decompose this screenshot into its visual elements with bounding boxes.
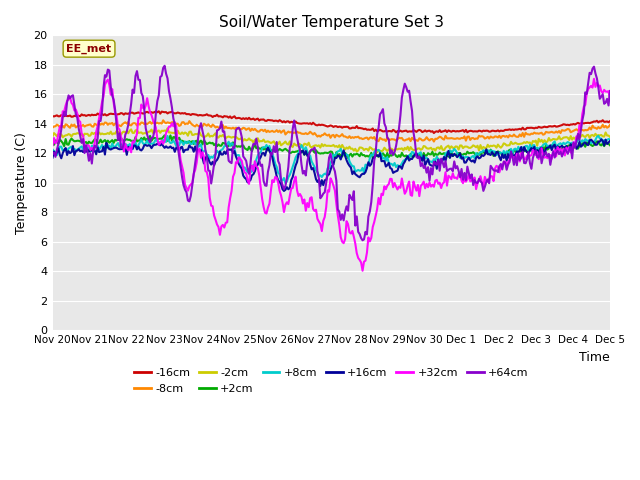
Title: Soil/Water Temperature Set 3: Soil/Water Temperature Set 3 bbox=[219, 15, 444, 30]
Text: EE_met: EE_met bbox=[67, 44, 111, 54]
X-axis label: Time: Time bbox=[579, 350, 610, 363]
Y-axis label: Temperature (C): Temperature (C) bbox=[15, 132, 28, 234]
Legend: -16cm, -8cm, -2cm, +2cm, +8cm, +16cm, +32cm, +64cm: -16cm, -8cm, -2cm, +2cm, +8cm, +16cm, +3… bbox=[129, 364, 533, 398]
